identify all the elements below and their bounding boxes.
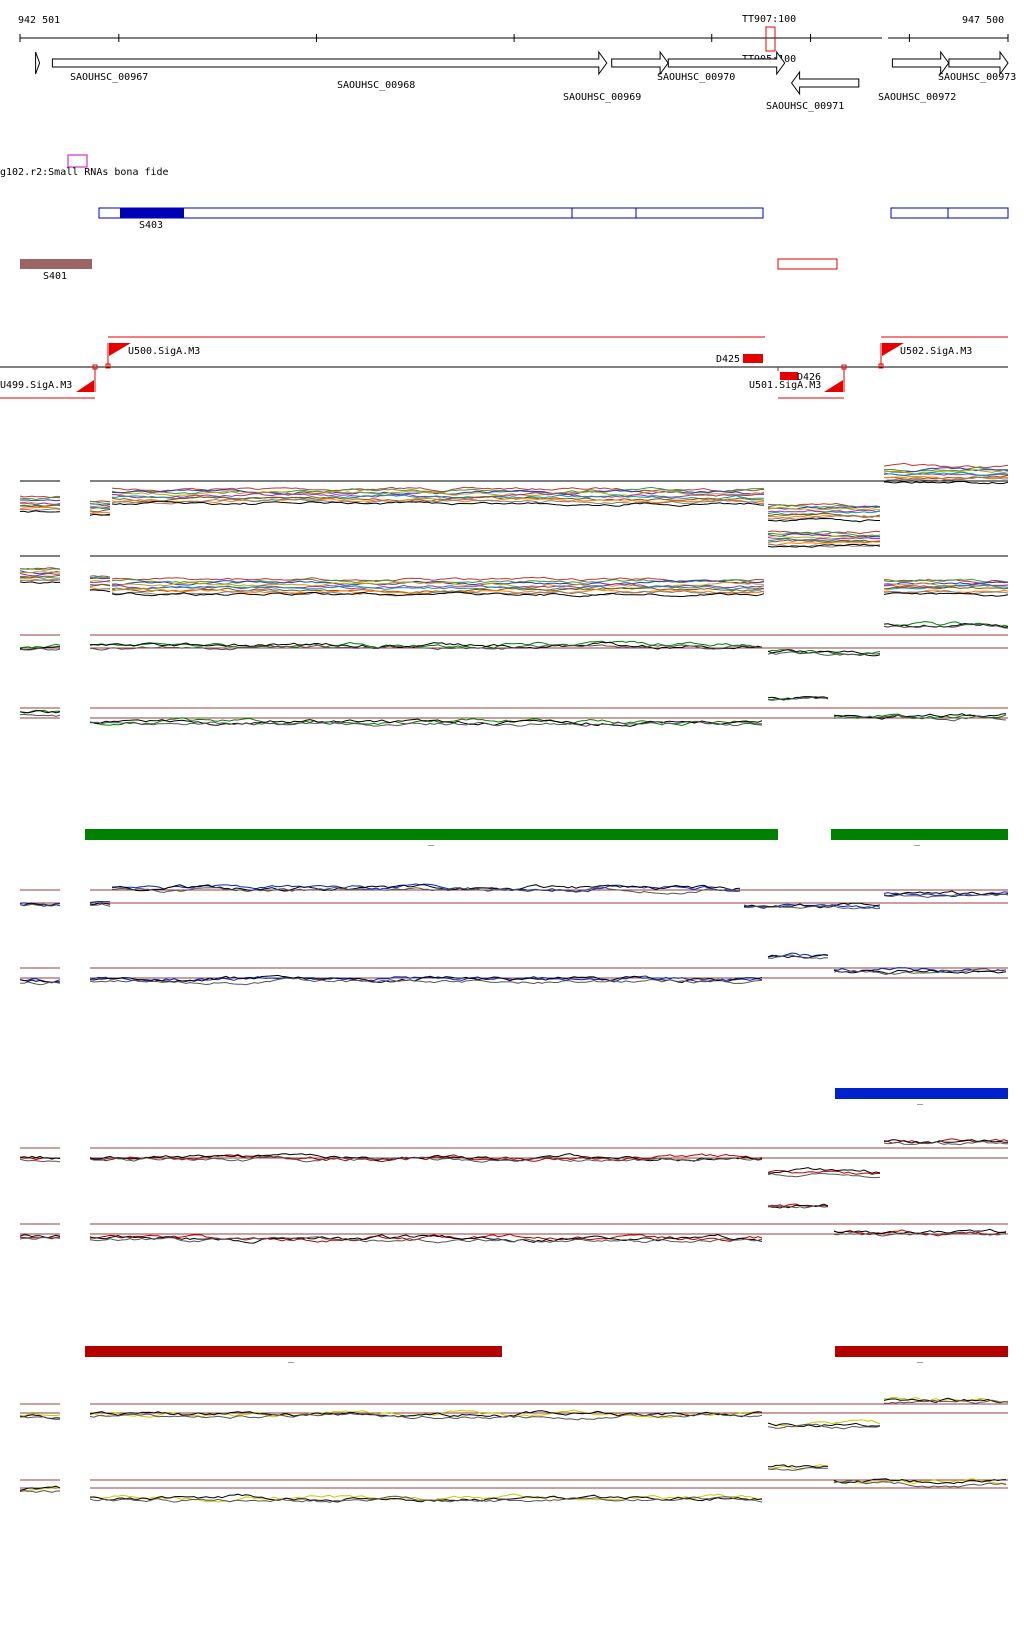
panel-green-a-colored-trace [19, 621, 1009, 656]
promoter-u500-label: U500.SigA.M3 [128, 346, 200, 357]
gene-label-00973[interactable]: SAOUHSC_00973 [938, 72, 1016, 83]
promoter-u502-flag[interactable] [878, 343, 904, 369]
gene-track [35, 50, 1009, 96]
small-rna-track-label: g102.r2:Small RNAs bona fide [0, 167, 169, 178]
green-segment-bar-1[interactable] [85, 829, 778, 840]
panel-2-trace [19, 543, 1009, 597]
panel-blue-b-gray-trace [19, 954, 1007, 986]
gene-label-00967[interactable]: SAOUHSC_00967 [70, 72, 148, 83]
gene-arrow-saouhsc_00970[interactable] [667, 50, 786, 76]
panel-1-trace [19, 466, 1008, 508]
ruler-end-label: 947 500 [962, 15, 1004, 26]
panel-2-trace [19, 535, 1009, 588]
gene-label-00970[interactable]: SAOUHSC_00970 [657, 72, 735, 83]
panel-2-trace [19, 533, 1009, 586]
expression-panels [19, 462, 1009, 1503]
gene-arrow-saouhsc_00971[interactable] [790, 70, 860, 96]
srna-s401-block[interactable] [20, 259, 92, 269]
panel-2-trace [19, 530, 1009, 584]
srna-s403-label: S403 [139, 220, 163, 231]
gene-label-00968[interactable]: SAOUHSC_00968 [337, 80, 415, 91]
promoter-track: U500.SigA.M3 U499.SigA.M3 D425 D426 U501… [0, 336, 1008, 399]
srna-red-outline-box[interactable] [777, 258, 838, 270]
panel-red-a-black-trace [19, 1139, 1008, 1174]
panel-1-trace [19, 475, 1009, 519]
panel-green-a-black-trace [19, 623, 1009, 657]
panel-green-b-gray-trace [19, 696, 1007, 727]
gene-arrow-saouhsc_00973[interactable] [948, 50, 1009, 76]
blue-segment-bar-1[interactable] [835, 1088, 1008, 1099]
red-segment-mark-1: _ [288, 1352, 295, 1363]
panel-blue-b-black-trace [19, 953, 1007, 984]
panel-yellow-a-colored-trace [19, 1396, 1009, 1428]
coordinate-ruler: 942 501 947 500 [18, 15, 1009, 42]
promoter-u502-label: U502.SigA.M3 [900, 346, 972, 357]
green-segment-mark-1: _ [428, 835, 435, 846]
blue-segment-mark-1: _ [917, 1094, 924, 1105]
panel-yellow-b-black-trace [19, 1464, 1007, 1503]
small-rna-track-legend-box [67, 154, 88, 168]
gene-labels: SAOUHSC_00967 SAOUHSC_00968 SAOUHSC_0096… [70, 72, 1016, 112]
panel-1-trace [19, 474, 1009, 518]
promoter-d425-block[interactable] [743, 354, 763, 363]
promoter-u499-label: U499.SigA.M3 [0, 380, 72, 391]
gene-arrow-saouhsc_00967[interactable] [35, 51, 41, 75]
terminator-tt907-box[interactable] [765, 26, 776, 52]
red-segment-bar-2[interactable] [835, 1346, 1008, 1357]
small-rna-blue-intervals [98, 207, 1009, 219]
red-segment-bar-1[interactable] [85, 1346, 502, 1357]
red-segment-mark-2: _ [917, 1352, 924, 1363]
promoter-d426-block[interactable] [780, 372, 798, 380]
panel-2-trace [19, 537, 1009, 590]
panel-1-trace [19, 480, 1009, 523]
panel-green-a-gray-trace [19, 623, 1009, 657]
gene-label-00971[interactable]: SAOUHSC_00971 [766, 101, 844, 112]
panel-yellow-b-gray-trace [19, 1466, 1007, 1503]
small-rna-track: g102.r2:Small RNAs bona fide S403 S401 [0, 154, 1009, 282]
ruler-start-label: 942 501 [18, 15, 60, 26]
panel-red-a-colored-trace [19, 1138, 1009, 1175]
panel-green-b-black-trace [19, 696, 1007, 727]
panel-2-trace [19, 530, 1009, 585]
panel-2-trace [19, 543, 1009, 598]
panel-red-b-black-trace [19, 1203, 1007, 1244]
gene-label-00972[interactable]: SAOUHSC_00972 [878, 92, 956, 103]
ruler-ticks [19, 34, 1009, 42]
promoter-u501-label: U501.SigA.M3 [749, 380, 821, 391]
promoter-d425-label: D425 [716, 354, 740, 365]
panel-1-trace [19, 471, 1009, 516]
promoter-u501-flag[interactable] [777, 364, 847, 392]
green-segment-bar-2[interactable] [831, 829, 1008, 840]
panel-blue-a-black-trace [19, 884, 1009, 909]
panel-blue-a-gray-trace [19, 886, 1009, 910]
gene-arrow-saouhsc_00968[interactable] [51, 50, 608, 76]
srna-s403-block[interactable] [120, 208, 184, 218]
srna-s401-label: S401 [43, 271, 67, 282]
gene-arrow-saouhsc_00972[interactable] [891, 50, 950, 76]
gene-arrow-saouhsc_00969[interactable] [611, 50, 669, 76]
panel-yellow-a-gray-trace [19, 1399, 1009, 1430]
terminator-tt907-label: TT907:100 [742, 14, 796, 25]
panel-yellow-b-colored-trace [19, 1464, 1007, 1503]
terminator-markers: TT907:100 TT905:100 [742, 14, 796, 65]
panel-1-trace [19, 462, 1009, 508]
panel-red-b-gray-trace [19, 1204, 1007, 1244]
promoter-d426-label: D426 [797, 372, 821, 383]
segment-bars: _ _ _ _ _ [85, 829, 1008, 1363]
panel-red-a-gray-trace [19, 1140, 1008, 1179]
promoter-u500-flag[interactable] [105, 343, 131, 369]
panel-1-trace [19, 467, 1009, 510]
green-segment-mark-2: _ [914, 835, 921, 846]
panel-yellow-a-black-trace [19, 1397, 1009, 1428]
promoter-u499-flag[interactable] [76, 364, 98, 392]
gene-label-00969[interactable]: SAOUHSC_00969 [563, 92, 641, 103]
